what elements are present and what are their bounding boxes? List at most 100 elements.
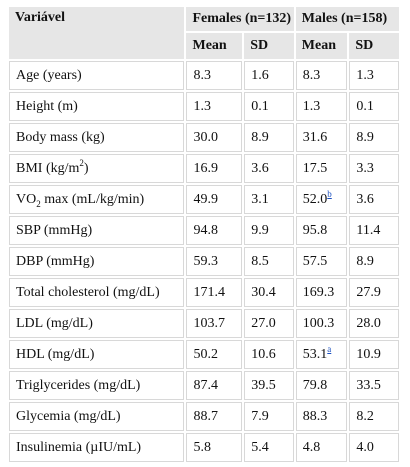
male-sd-cell: 28.0	[349, 309, 399, 338]
row-label: Insulinemia (µIU/mL)	[9, 433, 185, 462]
table-row: Triglycerides (mg/dL) 87.4 39.5 79.8 33.5	[9, 371, 399, 400]
female-mean-cell: 8.3	[186, 61, 243, 90]
male-mean-cell: 100.3	[295, 309, 348, 338]
male-sd-cell: 8.2	[349, 402, 399, 431]
female-mean-cell: 103.7	[186, 309, 243, 338]
male-sd-cell: 8.9	[349, 123, 399, 152]
male-mean-cell-value: 1.3	[302, 98, 321, 114]
female-sd-cell: 8.5	[244, 247, 294, 276]
female-mean-cell-value: 50.2	[193, 346, 218, 362]
male-sd-cell-value: 1.3	[356, 67, 374, 83]
female-mean-cell: 88.7	[186, 402, 243, 431]
female-mean-cell: 50.2	[186, 340, 243, 369]
row-label-subscript: 2	[36, 198, 41, 209]
female-sd-cell-value: 3.6	[251, 160, 269, 176]
female-sd-cell: 7.9	[244, 402, 294, 431]
male-mean-cell-value: 95.8	[302, 222, 328, 238]
male-sd-cell-value: 3.6	[356, 191, 374, 207]
male-mean-cell-value: 8.3	[302, 67, 321, 83]
female-sd-cell: 3.6	[244, 154, 294, 183]
row-label: DBP (mmHg)	[9, 247, 185, 276]
female-sd-cell-value: 9.9	[251, 222, 269, 238]
male-mean-cell: 169.3	[295, 278, 348, 307]
female-mean-cell-value: 5.8	[193, 439, 211, 455]
table-row: HDL (mg/dL) 50.2 10.6 53.1a 10.9	[9, 340, 399, 369]
male-mean-cell-value: 100.3	[302, 315, 335, 331]
row-label-text: VO	[16, 191, 37, 207]
row-label-text: )	[83, 160, 89, 176]
female-sd-cell-value: 10.6	[251, 346, 276, 362]
row-label-superscript: 2	[79, 157, 84, 168]
male-mean-cell-value: 57.5	[302, 253, 328, 269]
male-mean-cell: 53.1a	[295, 340, 348, 369]
male-sd-cell: 0.1	[349, 92, 399, 121]
data-table-container: Variável Females (n=132) Males (n=158) M…	[9, 7, 401, 464]
male-mean-cell: 52.0b	[295, 185, 348, 214]
male-sd-cell: 3.6	[349, 185, 399, 214]
table-body: Age (years) 8.3 1.6 8.3 1.3 Height (m) 1.3 0.1 1…	[9, 61, 399, 462]
female-sd-cell-value: 8.5	[251, 253, 269, 269]
header-female-sd: SD	[244, 33, 294, 59]
male-mean-cell-value: 88.3	[302, 408, 328, 424]
female-mean-cell: 94.8	[186, 216, 243, 245]
female-sd-cell-value: 1.6	[251, 67, 269, 83]
male-sd-cell-value: 11.4	[356, 222, 381, 238]
male-sd-cell-value: 3.3	[356, 160, 374, 176]
row-label: Glycemia (mg/dL)	[9, 402, 185, 431]
female-mean-cell-value: 88.7	[193, 408, 218, 424]
female-mean-cell-value: 8.3	[193, 67, 211, 83]
male-sd-cell: 33.5	[349, 371, 399, 400]
male-mean-cell: 31.6	[295, 123, 348, 152]
male-sd-cell-value: 27.9	[356, 284, 381, 300]
female-sd-cell: 10.6	[244, 340, 294, 369]
table-row: Glycemia (mg/dL) 88.7 7.9 88.3 8.2	[9, 402, 399, 431]
female-mean-cell-value: 30.0	[193, 129, 218, 145]
female-sd-cell-value: 39.5	[251, 377, 276, 393]
header-male-mean: Mean	[295, 33, 348, 59]
row-label-text: BMI (kg/m	[16, 160, 80, 176]
female-sd-cell-value: 5.4	[251, 439, 269, 455]
male-sd-cell-value: 33.5	[356, 377, 381, 393]
female-sd-cell: 3.1	[244, 185, 294, 214]
row-label: VO2 max (mL/kg/min)	[9, 185, 185, 214]
row-label: Height (m)	[9, 92, 185, 121]
female-sd-cell: 9.9	[244, 216, 294, 245]
female-sd-cell-value: 0.1	[251, 98, 269, 114]
table-row: Body mass (kg) 30.0 8.9 31.6 8.9	[9, 123, 399, 152]
male-mean-cell: 95.8	[295, 216, 348, 245]
female-mean-cell-value: 171.4	[193, 284, 225, 300]
male-sd-cell: 11.4	[349, 216, 399, 245]
male-sd-cell-value: 10.9	[356, 346, 381, 362]
male-mean-cell: 79.8	[295, 371, 348, 400]
data-table: Variável Females (n=132) Males (n=158) M…	[7, 5, 401, 464]
female-sd-cell: 27.0	[244, 309, 294, 338]
male-sd-cell-value: 0.1	[356, 98, 374, 114]
female-mean-cell-value: 59.3	[193, 253, 218, 269]
footnote-link[interactable]: b	[327, 188, 332, 199]
table-row: DBP (mmHg) 59.3 8.5 57.5 8.9	[9, 247, 399, 276]
table-row: LDL (mg/dL) 103.7 27.0 100.3 28.0	[9, 309, 399, 338]
footnote-link[interactable]: a	[327, 343, 332, 354]
male-mean-cell-value: 53.1	[302, 346, 328, 362]
male-mean-cell: 17.5	[295, 154, 348, 183]
row-label: SBP (mmHg)	[9, 216, 185, 245]
row-label-text: max (mL/kg/min)	[40, 191, 145, 207]
male-mean-cell-value: 4.8	[302, 439, 321, 455]
male-mean-cell: 88.3	[295, 402, 348, 431]
male-mean-cell: 1.3	[295, 92, 348, 121]
row-label: Body mass (kg)	[9, 123, 185, 152]
table-header: Variável Females (n=132) Males (n=158) M…	[9, 7, 399, 59]
row-label: Age (years)	[9, 61, 185, 90]
female-mean-cell: 59.3	[186, 247, 243, 276]
female-mean-cell: 5.8	[186, 433, 243, 462]
female-mean-cell: 16.9	[186, 154, 243, 183]
male-sd-cell-value: 28.0	[356, 315, 381, 331]
row-label: LDL (mg/dL)	[9, 309, 185, 338]
female-mean-cell-value: 87.4	[193, 377, 218, 393]
female-sd-cell: 0.1	[244, 92, 294, 121]
male-sd-cell: 1.3	[349, 61, 399, 90]
header-variable: Variável	[9, 7, 185, 59]
female-sd-cell: 30.4	[244, 278, 294, 307]
header-group-female: Females (n=132)	[186, 7, 294, 31]
header-male-sd: SD	[349, 33, 399, 59]
